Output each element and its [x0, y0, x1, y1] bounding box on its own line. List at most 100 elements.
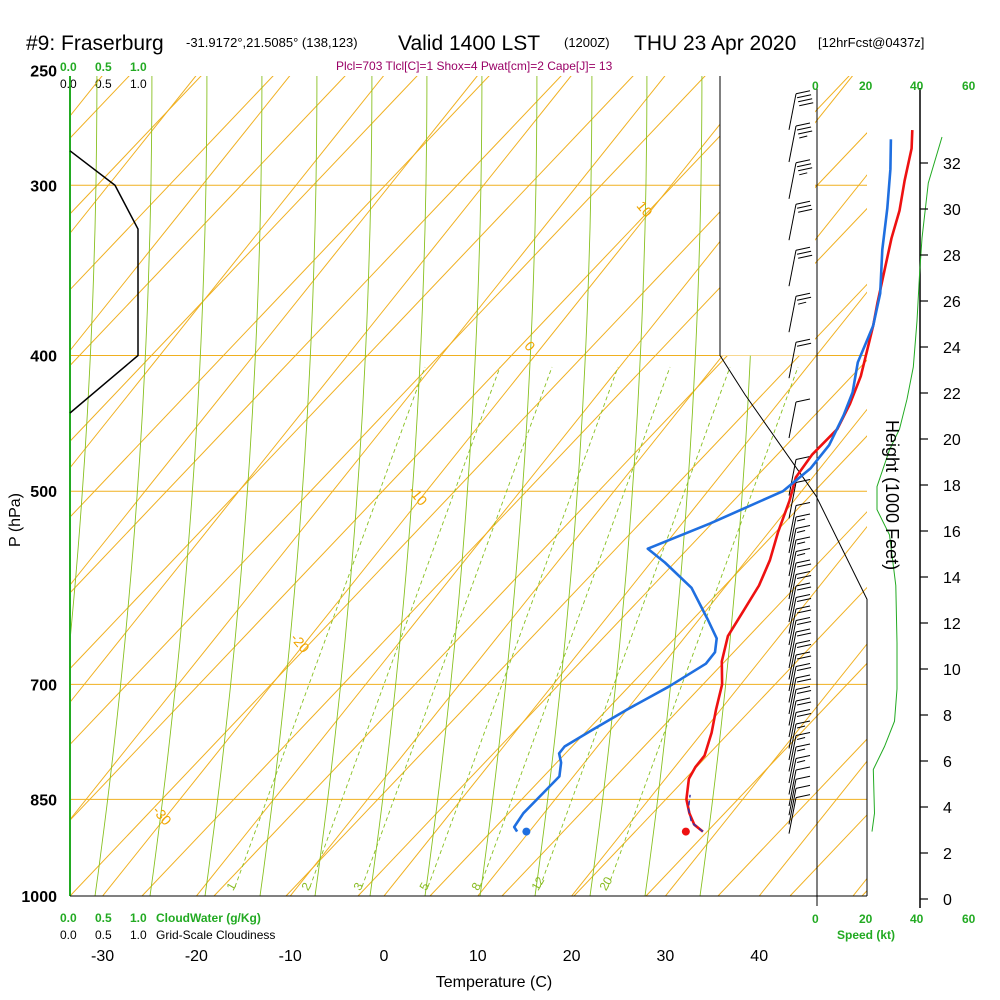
wind-barb: [788, 755, 811, 795]
wind-barb-staff: [788, 539, 797, 577]
x-tick-label: 40: [750, 948, 768, 965]
dry-adiabat-line: [213, 207, 867, 896]
pressure-tick-label: 850: [30, 792, 57, 809]
moist-adiabat-line: [589, 76, 648, 896]
moist-adiabat-line: [94, 76, 153, 896]
wind-barb-feather: [795, 605, 811, 610]
isotherm-line: [665, 643, 867, 896]
bottom-scales: 0.0 0.5 1.0 CloudWater (g/Kg) 0.0 0.5 1.…: [60, 911, 275, 942]
wind-barb: [788, 292, 812, 333]
wind-barb: [788, 674, 812, 715]
wind-barb: [788, 605, 812, 646]
cloudwater-label: CloudWater (g/Kg): [156, 911, 261, 925]
wind-barb-feather: [795, 755, 811, 759]
top-cloudwater-tick: 0.0: [60, 60, 77, 74]
wind-barb-staff: [788, 723, 797, 761]
wind-barb: [788, 582, 812, 623]
pressure-tick-label: 500: [30, 484, 57, 501]
wind-barb-feather: [796, 678, 812, 683]
height-tick-label: 12: [943, 616, 961, 633]
surface-dewpoint-dot: [522, 827, 531, 836]
wind-barb: [788, 775, 811, 816]
wind-barb-staff: [788, 162, 797, 199]
wind-barb-staff: [788, 250, 797, 287]
x-tick-label: 0: [380, 948, 389, 965]
isotherm-line: [289, 174, 867, 896]
wind-barb-feather: [795, 651, 811, 656]
speed-top-tick: 0: [812, 79, 819, 93]
wind-barb-feather: [796, 342, 812, 347]
isotherm-line: [102, 76, 760, 896]
tropopause-boundary: [719, 76, 817, 497]
wind-barb-feather: [795, 775, 811, 780]
wind-panel-boundary: [815, 495, 868, 896]
wind-barb-feather: [795, 784, 811, 789]
speed-bottom-tick: 20: [859, 912, 873, 926]
wind-barb-feather: [796, 609, 812, 614]
speed-bottom-tick: 40: [910, 912, 924, 926]
wind-barb-feather: [796, 126, 812, 131]
top-scales: 0.0 0.5 1.0 0.0 0.5 1.0: [60, 60, 147, 91]
wind-barb-feather: [795, 582, 811, 587]
isotherm-line: [70, 76, 666, 821]
speed-axis-label: Speed (kt): [837, 928, 895, 942]
wind-barb-feather: [796, 713, 812, 717]
x-tick-label: 20: [563, 948, 581, 965]
wind-barb-feather: [795, 640, 811, 644]
wind-barb-feather: [795, 479, 811, 483]
wind-barb-staff: [788, 574, 797, 611]
valid-date: THU 23 Apr 2020: [634, 32, 796, 55]
wind-barb-staff: [788, 505, 797, 542]
wind-barb-feather: [795, 663, 811, 667]
wind-barb-feather: [795, 617, 811, 621]
wind-barb-staff: [788, 689, 797, 726]
station-name: #9: Fraserburg: [26, 32, 164, 55]
wind-barb-staff: [788, 654, 797, 692]
wind-barb-staff: [788, 459, 797, 496]
wind-barb-feather: [799, 102, 814, 107]
height-tick-label: 22: [943, 386, 961, 403]
isotherm-line: [70, 76, 478, 586]
wind-barb-feather: [796, 655, 812, 660]
x-tick-label: 10: [469, 948, 487, 965]
wind-barb-feather: [796, 204, 812, 209]
mixing-ratio-line: [539, 366, 731, 887]
speed-axis-ticks: 0 20 40 60 0 20 40 60 Speed (kt): [812, 79, 976, 942]
wind-barb-staff: [788, 797, 797, 834]
wind-barb-feather: [795, 594, 811, 598]
bottom-cloudwater-tick: 1.0: [130, 911, 147, 925]
wind-barb-staff: [788, 746, 797, 784]
dry-adiabat-line: [357, 359, 867, 896]
y-axis-title: P (hPa): [7, 493, 24, 547]
mixing-ratio-label: 12: [528, 874, 547, 893]
height-tick-label: 30: [943, 202, 961, 219]
sounding-indices: Plcl=703 Tlcl[C]=1 Shox=4 Pwat[cm]=2 Cap…: [336, 59, 613, 73]
wind-barb-half-feather: [796, 541, 806, 545]
wind-barb-feather: [796, 644, 812, 648]
wind-barb-feather: [796, 575, 812, 579]
isotherm-line: [477, 408, 867, 896]
wind-barb-feather: [795, 246, 811, 251]
height-tick-label: 20: [943, 432, 961, 449]
wind-barb-feather: [795, 674, 811, 679]
mixing-ratio-line: [479, 366, 671, 887]
wind-barb-feather: [798, 98, 813, 103]
height-tick-label: 2: [943, 846, 952, 863]
wind-barb-staff: [788, 93, 797, 130]
top-cloudwater-tick: 1.0: [130, 60, 147, 74]
wind-barb-staff: [788, 758, 797, 795]
mixing-ratio-line: [309, 366, 501, 887]
speed-bottom-tick: 0: [812, 912, 819, 926]
bottom-cloudwater-tick: 0.0: [60, 911, 77, 925]
speed-bottom-tick: 60: [962, 912, 976, 926]
wind-barb-staff: [788, 769, 797, 807]
wind-barb-feather: [795, 628, 811, 633]
forecast-info: [12hrFcst@0437z]: [818, 35, 924, 50]
wind-barb: [788, 90, 814, 130]
wind-barb-feather: [795, 720, 811, 725]
wind-barb: [788, 766, 811, 807]
dry-adiabat-line: [70, 76, 202, 215]
wind-barb: [788, 159, 813, 199]
wind-barb: [788, 784, 811, 825]
